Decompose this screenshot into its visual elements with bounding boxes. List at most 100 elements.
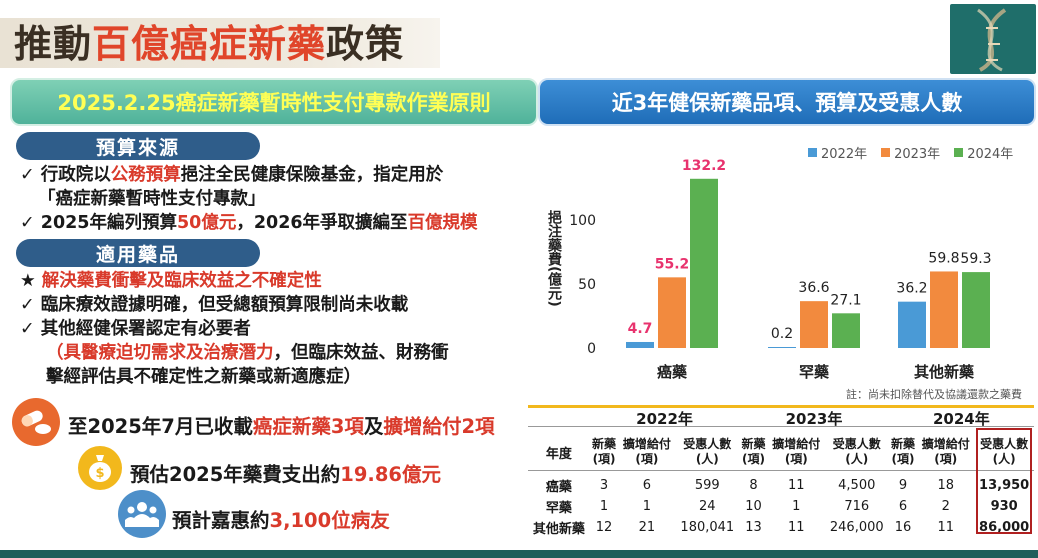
data-label: 27.1 [830,292,861,308]
table-cell: 13 [745,520,762,535]
table-cell: 2 [941,499,950,514]
drug-note-line-2: 擊經評估具不確定性之新藥或新適應症） [46,367,361,387]
pill-icon [12,398,60,446]
table-cell: 11 [788,478,805,493]
bar-2022年-癌藥 [626,341,654,348]
drug-item-1: ★ 解決藥費衝擊及臨床效益之不確定性 [20,271,322,291]
right-section-header: 近3年健保新藥品項、預算及受惠人數 [538,78,1036,126]
x-category-label: 罕藥 [799,363,830,381]
table-col-header: 擴增給付 (項) [622,437,671,466]
table-row: 癌藥 3 6 599 8 11 4,500 9 18 13,950 [528,475,1034,496]
table-cell: 11 [937,520,955,535]
y-tick-label: 100 [569,213,596,229]
x-category-label: 癌藥 [657,363,688,381]
table-cell: 21 [638,520,656,535]
legend-item-2024: 2024年 [954,143,1013,162]
highlight-drugs-listed: 至2025年7月已收載癌症新藥3項及擴增給付2項 [68,415,495,438]
dna-logo-icon [950,4,1036,74]
table-cell: 12 [595,520,613,535]
table-cell: 8 [749,478,758,493]
table-cell: 3 [599,478,609,493]
chart-legend: 2022年 2023年 2024年 [808,143,1013,162]
table-cell: 10 [745,499,762,514]
drug-item-3: ✓ 其他經健保署認定有必要者 [20,319,251,339]
table-col-header: 擴增給付 (項) [772,437,821,466]
highlight-estimated-cost: 預估2025年藥費支出約19.86億元 [130,463,441,486]
table-row-label: 癌藥 [545,480,572,495]
highlight-patients: 預計嘉惠約3,100位病友 [172,509,390,532]
table-row: 罕藥 1 1 24 10 1 716 6 2 930 [528,496,1034,517]
bar-2023年-罕藥 [800,301,828,348]
table-cell: 1 [599,499,609,514]
page-title: 推動百億癌症新藥政策 [14,22,405,66]
chart-note: 註：尚未扣除替代及協議還款之藥費 [846,388,1022,401]
y-tick-label: 0 [587,341,596,357]
table-row-label: 其他新藥 [532,522,585,537]
people-icon [118,490,166,538]
table-row-label: 罕藥 [545,501,572,516]
table-cell: 18 [937,478,955,493]
table-year-2024: 2024年 [932,410,990,428]
data-label: 59.8 [928,250,959,266]
table-col-header: 擴增給付 (項) [921,437,970,466]
legend-item-2023: 2023年 [881,143,940,162]
table-col-header: 新藥 (項) [592,437,617,466]
table-top-rule [528,405,1034,408]
table-cell: 180,041 [680,520,735,535]
table-cell: 11 [788,520,805,535]
bar-2022年-其他新藥 [898,301,926,348]
y-axis-label: 挹注藥費(億元) [546,209,563,306]
title-background [0,18,440,68]
drug-item-2: ✓ 臨床療效證據明確，但受總額預算限制尚未收載 [20,295,409,315]
table-cell: 599 [694,478,720,493]
budget-item-1-cont: 「癌症新藥暫時性支付專款」 [38,189,266,209]
data-label: 132.2 [682,158,726,174]
data-label: 0.2 [771,326,793,342]
money-bag-icon: $ [78,446,122,490]
left-section-header: 2025.2.25癌症新藥暫時性支付專款作業原則 [10,78,538,126]
bar-2024年-癌藥 [690,178,718,348]
table-cell: 4,500 [838,478,876,493]
table-year-2023: 2023年 [785,410,843,428]
table-cell: 6 [642,478,651,493]
table-col-header: 受惠人數 (人) [683,437,732,466]
budget-source-heading: 預算來源 [16,132,260,160]
bar-2024年-其他新藥 [962,272,990,348]
table-cell: 16 [894,520,912,535]
data-label: 59.3 [960,251,991,267]
table-cell: 9 [898,478,908,493]
data-label: 36.2 [896,281,927,297]
table-cell: 1 [792,499,801,514]
table-year-label: 年度 [545,446,572,462]
bottom-bar [0,550,1038,558]
table-col-header: 受惠人數 (人) [980,437,1029,466]
bar-2022年-罕藥 [768,347,796,348]
legend-item-2022: 2022年 [808,143,867,162]
bar-2023年-癌藥 [658,277,686,348]
table-cell: 13,950 [979,478,1030,493]
table-cell: 6 [898,499,908,514]
budget-item-2: ✓ 2025年編列預算50億元，2026年爭取擴編至百億規模 [20,213,478,233]
table-rule-1 [528,426,1034,427]
y-tick-label: 50 [578,277,596,293]
data-label: 4.7 [628,321,653,337]
table-cell: 86,000 [979,520,1030,535]
table-rule-2 [528,470,1034,471]
table-cell: 24 [699,499,716,514]
data-table: 2022年 2023年 2024年 年度 新藥 (項) 擴增給付 (項) 受惠人數 (人) 新… [528,408,1034,538]
table-col-header: 新藥 (項) [741,437,766,466]
table-cell: 716 [844,499,870,514]
x-category-label: 其他新藥 [914,363,975,381]
data-label: 55.2 [655,256,690,272]
svg-text:$: $ [95,466,104,481]
table-row: 其他新藥 12 21 180,041 13 11 246,000 16 11 86,000 [528,517,1034,538]
budget-item-1: ✓ 行政院以公務預算挹注全民健康保險基金，指定用於 [20,165,444,185]
data-label: 36.6 [798,280,829,296]
bar-2024年-罕藥 [832,313,860,348]
table-cell: 246,000 [829,520,884,535]
applicable-drugs-heading: 適用藥品 [16,239,260,267]
table-col-header: 受惠人數 (人) [832,437,881,466]
highlight-box [976,428,1032,534]
table-cell: 1 [642,499,651,514]
bar-2023年-其他新藥 [930,271,958,348]
